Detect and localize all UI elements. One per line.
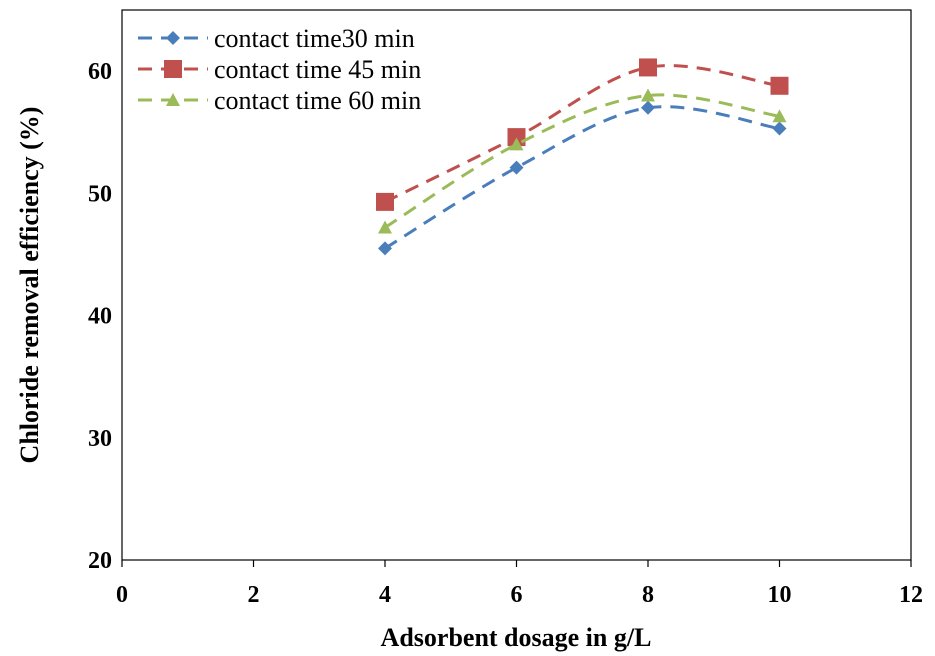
y-axis-ticks: 20 30 40 50 60 (88, 59, 112, 574)
x-tick-label: 10 (768, 582, 792, 608)
x-tick-label: 6 (511, 582, 523, 608)
legend-label: contact time 60 min (214, 86, 421, 115)
square-marker (507, 128, 526, 147)
square-marker (376, 192, 394, 211)
square-marker (164, 60, 182, 78)
series-line (384, 64, 780, 204)
x-tick-label: 8 (642, 582, 654, 608)
diamond-marker (378, 241, 392, 256)
series-1 (378, 100, 787, 256)
diamond-marker (166, 31, 180, 45)
diamond-marker (509, 160, 524, 175)
x-axis-title: Adsorbent dosage in g/L (381, 623, 652, 652)
y-tick-label: 50 (88, 181, 112, 207)
series-line (384, 105, 780, 250)
x-tick-label: 2 (248, 582, 260, 608)
series-2 (376, 58, 789, 211)
y-tick-label: 20 (88, 548, 112, 574)
x-tick-label: 0 (116, 582, 128, 608)
x-axis-ticks: 0 2 4 6 8 10 12 (116, 560, 923, 608)
y-tick-label: 30 (88, 426, 112, 452)
x-tick-label: 4 (379, 582, 391, 608)
square-marker (639, 58, 657, 77)
triangle-marker (509, 137, 524, 151)
series-3 (378, 88, 787, 234)
square-marker (770, 76, 789, 95)
series-line (384, 93, 780, 229)
plot-area (121, 9, 912, 561)
legend-label: contact time30 min (214, 24, 415, 53)
diamond-marker (772, 121, 787, 136)
legend-entry: contact time 45 min (138, 55, 421, 84)
x-tick-label: 12 (899, 582, 923, 608)
legend-entry: contact time30 min (138, 24, 415, 53)
triangle-marker (772, 109, 787, 123)
series-layer (376, 58, 789, 256)
legend-entry: contact time 60 min (138, 86, 421, 115)
triangle-marker (641, 88, 655, 102)
diamond-marker (641, 100, 655, 115)
y-tick-label: 60 (88, 59, 112, 85)
triangle-marker (166, 93, 180, 106)
triangle-marker (378, 220, 392, 234)
y-tick-label: 40 (88, 304, 112, 330)
legend-label: contact time 45 min (214, 55, 421, 84)
y-axis-title: Chloride removal efficiency (%) (15, 107, 44, 464)
